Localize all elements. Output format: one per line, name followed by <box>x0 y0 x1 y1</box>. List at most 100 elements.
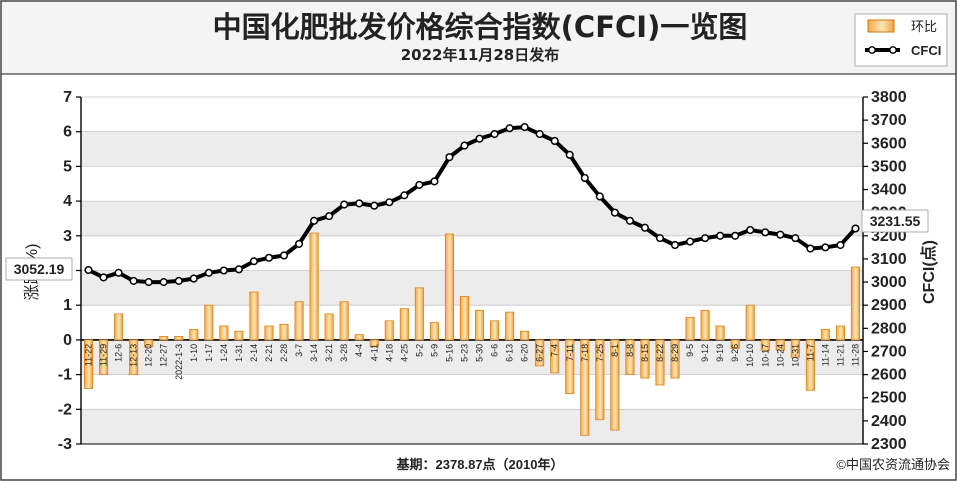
bar-1-24 <box>219 325 229 341</box>
y-right-tick-label: 2800 <box>871 320 907 337</box>
chart-title: 中国化肥批发价格综合指数(CFCI)一览图 <box>213 10 748 44</box>
x-tick-label: 8-22 <box>655 344 665 362</box>
y-left-tick-label: 1 <box>63 297 72 314</box>
bar-12-6 <box>114 313 124 341</box>
y-right-tick-label: 3600 <box>871 135 907 152</box>
bar-7-11 <box>565 339 575 395</box>
bar-10-31 <box>790 339 800 358</box>
x-tick-label: 10-17 <box>760 344 770 367</box>
cfci-point-3-28 <box>340 200 349 209</box>
x-tick-label: 6-13 <box>505 344 515 362</box>
bar-6-27 <box>535 339 545 367</box>
cfci-point-11-14 <box>821 243 830 252</box>
cfci-point-4-18 <box>385 198 394 207</box>
plot-band <box>81 97 863 132</box>
y-right-tick-label: 3000 <box>871 274 907 291</box>
x-tick-label: 1-24 <box>219 344 229 362</box>
x-tick-label: 11-7 <box>805 344 815 361</box>
callout-end-value: 3231.55 <box>870 213 921 229</box>
bar-10-10 <box>745 304 755 341</box>
y-left-tick-label: -3 <box>58 436 72 453</box>
bar-10-17 <box>760 339 770 351</box>
bar-3-14 <box>309 232 319 341</box>
x-tick-label: 4-25 <box>399 344 409 362</box>
bar-8-8 <box>625 339 635 375</box>
bar-11-22 <box>83 339 94 389</box>
cfci-point-10-24 <box>776 230 785 239</box>
bar-3-7 <box>294 301 304 341</box>
x-tick-label: 6-20 <box>520 344 530 362</box>
x-tick-label: 8-29 <box>670 344 680 362</box>
bar-5-2 <box>414 287 424 341</box>
bar-11-14 <box>820 329 830 341</box>
cfci-point-4-11 <box>370 201 379 210</box>
cfci-point-12-13 <box>129 276 138 285</box>
chart-subtitle: 2022年11月28日发布 <box>401 46 560 64</box>
bar-2-21 <box>264 325 274 341</box>
plot-band <box>81 374 863 410</box>
cfci-point-12-6 <box>114 268 123 277</box>
bar-1-17 <box>204 304 214 341</box>
cfci-point-10-10 <box>746 225 755 235</box>
y-right-tick-label: 2400 <box>871 413 907 430</box>
callout-start-value: 3052.19 <box>14 261 65 277</box>
x-tick-label: 5-23 <box>459 344 469 362</box>
x-tick-labels: 11-22 11-29 12-6 12-13 12-20 12-27 2022-1-3 1-1… <box>84 344 861 380</box>
cfci-point-5-9 <box>430 177 439 186</box>
y-right-tick-label: 3800 <box>871 89 907 106</box>
cfci-point-8-8 <box>625 216 634 225</box>
x-tick-label: 5-2 <box>414 344 424 357</box>
bar-8-15 <box>640 339 650 379</box>
bar-6-20 <box>520 330 530 341</box>
cfci-point-7-11 <box>565 150 574 159</box>
y-left-tick-label: 5 <box>63 158 72 175</box>
x-tick-label: 3-7 <box>294 344 304 357</box>
cfci-point-12-27 <box>159 278 168 287</box>
x-tick-label: 5-30 <box>475 344 485 362</box>
cfci-point-3-14 <box>310 216 319 225</box>
x-tick-label: 5-16 <box>444 344 454 362</box>
legend: 环比 CFCI <box>854 13 948 67</box>
bar-8-1 <box>610 339 620 431</box>
x-tick-label: 2-14 <box>249 344 259 362</box>
cfci-point-6-6 <box>490 129 499 139</box>
cfci-point-11-28 <box>851 224 860 233</box>
x-tick-label: 5-9 <box>429 344 439 357</box>
cfci-point-1-17 <box>204 268 213 277</box>
y-right-tick-label: 2600 <box>871 367 907 384</box>
cfci-point-2-21 <box>264 253 274 262</box>
x-tick-label: 12-27 <box>159 344 169 367</box>
bar-4-4 <box>354 334 364 341</box>
legend-line-label: CFCI <box>911 43 941 58</box>
y-right-tick-label: 2500 <box>871 390 907 407</box>
cfci-point-2022-1-3 <box>174 276 183 285</box>
footer-copyright: ©中国农资流通协会 <box>836 457 950 472</box>
y-right-axis-label: CFCI(点) <box>919 240 938 304</box>
x-tick-label: 12-13 <box>129 344 139 367</box>
cfci-point-5-16 <box>445 153 454 162</box>
bar-9-19 <box>715 325 725 341</box>
cfci-point-5-30 <box>475 134 484 143</box>
x-tick-label: 2022-1-3 <box>174 344 184 380</box>
x-tick-label: 7-25 <box>595 344 605 362</box>
cfci-point-6-27 <box>535 129 544 139</box>
bar-6-6 <box>490 320 500 341</box>
y-right-tick-label: 3500 <box>871 158 907 175</box>
cfci-point-2-14 <box>249 257 258 266</box>
cfci-point-11-22 <box>84 265 93 275</box>
cfci-point-2-28 <box>279 251 289 260</box>
bar-12-20 <box>144 339 154 348</box>
x-tick-label: 6-27 <box>535 344 545 362</box>
x-tick-label: 9-12 <box>700 344 710 362</box>
bar-9-5 <box>685 316 695 341</box>
bar-12-27 <box>159 336 169 341</box>
bar-11-21 <box>835 325 845 341</box>
x-tick-label: 6-6 <box>490 344 500 357</box>
plot-band <box>81 235 863 271</box>
cfci-point-4-4 <box>355 199 364 208</box>
bar-6-13 <box>505 311 515 341</box>
cfci-point-11-7 <box>806 244 815 253</box>
y-left-tick-label: -1 <box>58 367 72 384</box>
cfci-point-3-7 <box>295 239 304 248</box>
bar-4-11 <box>369 339 379 348</box>
